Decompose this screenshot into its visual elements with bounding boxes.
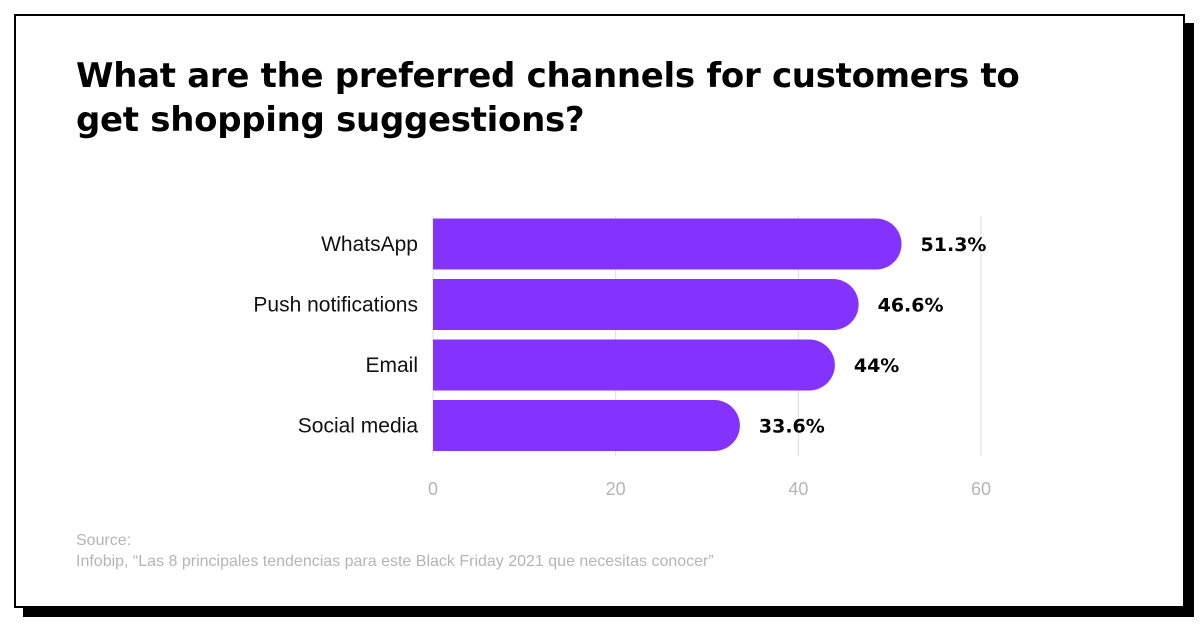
labels: 0 20 40 60 WhatsApp 51.3% Push notifications 46…: [253, 233, 991, 499]
bar-chart: 0 20 40 60 WhatsApp 51.3% Push notifications 46…: [253, 216, 991, 499]
x-tick-label: 20: [606, 479, 626, 499]
bar-push-notifications: [433, 279, 859, 330]
value-label: 46.6%: [878, 295, 944, 317]
category-label: Social media: [298, 415, 419, 438]
source-label: Source:: [76, 532, 132, 549]
bar-social-media: [433, 400, 740, 451]
category-label: Push notifications: [253, 294, 418, 317]
source-text: Infobip, “Las 8 principales tendencias p…: [76, 553, 714, 570]
category-label: WhatsApp: [321, 233, 418, 256]
bar-whatsapp: [433, 218, 902, 270]
chart-card: What are the preferred channels for cust…: [14, 14, 1185, 608]
bars: [433, 218, 902, 451]
bar-email: [433, 339, 835, 391]
chart-title: What are the preferred channels for cust…: [76, 56, 1020, 140]
x-tick-label: 0: [428, 479, 438, 499]
value-label: 51.3%: [921, 234, 987, 256]
value-label: 33.6%: [759, 416, 825, 438]
x-tick-label: 60: [971, 479, 991, 499]
value-label: 44%: [854, 355, 899, 377]
category-label: Email: [365, 354, 418, 377]
source-note: Source: Infobip, “Las 8 principales tend…: [76, 530, 714, 572]
x-tick-label: 40: [788, 479, 808, 499]
